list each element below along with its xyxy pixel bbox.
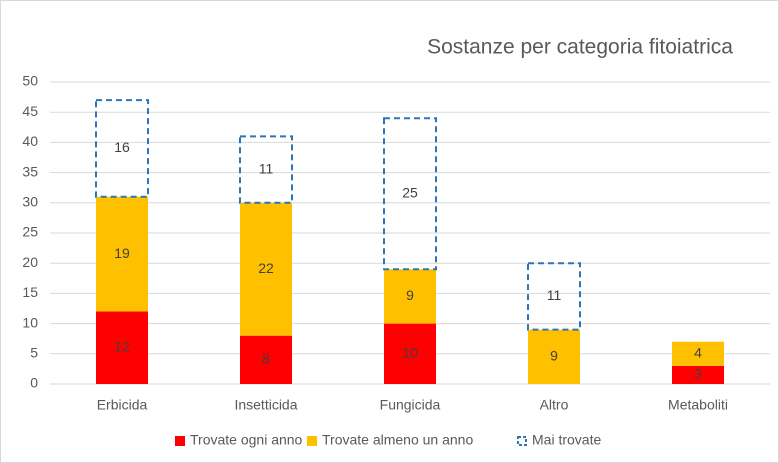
- bar-segment: [384, 269, 436, 324]
- bar-segment: [527, 262, 581, 331]
- bar-segment: [383, 117, 437, 271]
- y-tick-label: 20: [22, 254, 38, 270]
- chart-title: Sostanze per categoria fitoiatrica: [427, 36, 733, 59]
- y-tick-label: 5: [30, 345, 38, 361]
- data-label: 22: [258, 260, 274, 276]
- data-label: 3: [694, 366, 702, 382]
- y-tick-label: 25: [22, 224, 38, 240]
- data-label: 10: [402, 345, 418, 361]
- x-tick-label: Erbicida: [97, 397, 148, 413]
- data-label: 9: [406, 287, 414, 303]
- bar-segment: [672, 365, 724, 384]
- legend-swatch: [517, 436, 527, 446]
- bar-segment: [672, 341, 724, 366]
- data-label: 25: [402, 184, 418, 200]
- data-label: 12: [114, 338, 130, 354]
- y-tick-label: 40: [22, 133, 38, 149]
- x-tick-label: Altro: [540, 397, 569, 413]
- legend-label: Mai trovate: [532, 432, 601, 448]
- data-label: 8: [262, 351, 270, 367]
- bar-segment: [240, 202, 292, 336]
- bar-segment: [528, 329, 580, 384]
- bar-segment: [240, 335, 292, 384]
- y-tick-label: 50: [22, 73, 38, 89]
- y-tick-label: 0: [30, 375, 38, 391]
- y-tick-label: 15: [22, 284, 38, 300]
- bar-segment: [239, 135, 293, 204]
- y-tick-label: 30: [22, 194, 38, 210]
- bar-segment: [96, 311, 148, 384]
- x-tick-label: Metaboliti: [668, 397, 728, 413]
- legend-swatch: [307, 436, 317, 446]
- bar-segment: [95, 99, 149, 198]
- y-tick-label: 45: [22, 103, 38, 119]
- data-label: 11: [547, 287, 562, 303]
- data-label: 11: [259, 160, 274, 176]
- data-label: 4: [694, 345, 702, 361]
- legend-label: Trovate ogni anno: [190, 432, 303, 448]
- x-tick-label: Fungicida: [380, 397, 441, 413]
- bar-segment: [96, 196, 148, 312]
- legend-swatch: [175, 436, 185, 446]
- data-label: 16: [114, 139, 130, 155]
- legend-label: Trovate almeno un anno: [322, 432, 473, 448]
- x-tick-label: Insetticida: [234, 397, 297, 413]
- y-tick-label: 10: [22, 314, 38, 330]
- data-label: 19: [114, 245, 130, 261]
- y-tick-label: 35: [22, 163, 38, 179]
- bar-segment: [384, 323, 436, 384]
- data-label: 9: [550, 348, 558, 364]
